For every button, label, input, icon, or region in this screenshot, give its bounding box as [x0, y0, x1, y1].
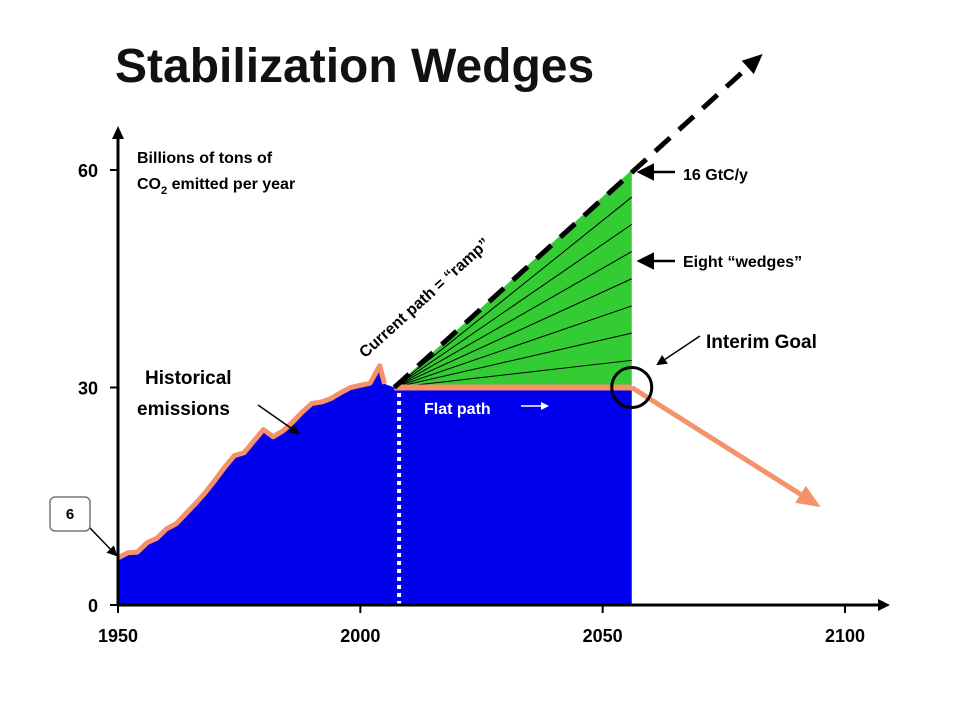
wedge-divider-7: [393, 196, 633, 388]
wedge-divider-6: [393, 223, 633, 388]
wedge-divider-3: [394, 305, 632, 388]
y-tick-label-0: 0: [88, 596, 98, 616]
wedge-divider-2: [394, 332, 632, 388]
annotations: [89, 163, 701, 557]
y-tick-label-60: 60: [78, 161, 98, 181]
historical-label-line-2: emissions: [137, 399, 230, 420]
x-tick-label-2000: 2000: [340, 626, 380, 646]
x-tick-label-1950: 1950: [98, 626, 138, 646]
y-axis-label-subscript: 2: [161, 185, 167, 197]
y-axis-label-line-2: CO2 emitted per year: [137, 176, 295, 197]
x-axis-arrowhead: [878, 599, 890, 611]
wedges-top-label: 16 GtC/y: [683, 167, 748, 184]
wedges-count-label: Eight “wedges”: [683, 254, 802, 271]
blue-emissions-area: [118, 365, 632, 605]
current-path-ramp-line: [392, 65, 750, 390]
axes: 1950 2000 2050 2100 0 30 60: [78, 126, 890, 646]
interim-goal-label: Interim Goal: [706, 332, 817, 353]
y-tick-label-30: 30: [78, 379, 98, 399]
plot-lines: [116, 54, 821, 561]
y-axis-label-suffix: emitted per year: [167, 176, 295, 193]
current-path-arrowhead: [741, 54, 763, 75]
start-value-pointer: [89, 527, 118, 557]
interim-goal-circle: [610, 366, 654, 409]
flat-path-pointer-head: [541, 402, 549, 410]
start-value-label: 6: [66, 506, 74, 523]
start-value-box: [49, 496, 91, 532]
y-axis-label-line-1: Billions of tons of: [137, 150, 273, 167]
wedge-divider-4: [394, 278, 632, 388]
y-axis-arrowhead: [112, 126, 124, 139]
historical-label-line-1: Historical: [145, 368, 232, 389]
y-axis-label-co: CO: [137, 176, 161, 193]
historical-pointer: [257, 404, 300, 435]
chart-title: Stabilization Wedges: [115, 40, 594, 93]
post-goal-decline-line: [630, 385, 802, 497]
historical-emissions-line: [116, 363, 387, 561]
interim-goal-pointer: [656, 335, 701, 366]
x-tick-label-2050: 2050: [583, 626, 623, 646]
flat-path-label: Flat path: [424, 401, 491, 418]
post-goal-arrowhead: [795, 485, 821, 508]
wedge-divider-1: [394, 359, 632, 388]
x-tick-label-2100: 2100: [825, 626, 865, 646]
wedge-divider-5: [394, 251, 632, 388]
